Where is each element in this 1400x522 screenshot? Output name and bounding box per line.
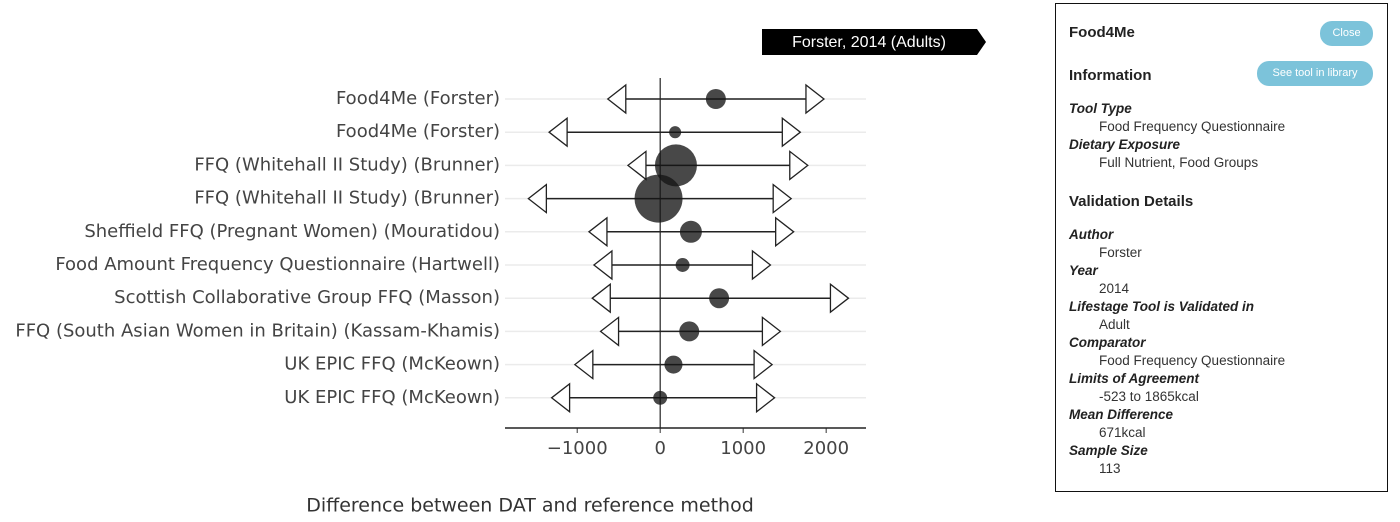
- section-heading: Information: [1069, 67, 1152, 84]
- lower-limit: [591, 282, 611, 314]
- field-label: Dietary Exposure: [1069, 137, 1181, 152]
- mean-bubble: [653, 390, 668, 405]
- tooltip-text: Forster, 2014 (Adults): [792, 34, 946, 51]
- lower-limit: [592, 249, 613, 281]
- field-label: Lifestage Tool is Validated in: [1069, 299, 1255, 314]
- field-label: Mean Difference: [1069, 407, 1174, 422]
- upper-limit: [789, 150, 809, 181]
- x-tick-label: 1000: [720, 438, 766, 459]
- field-value: Food Frequency Questionnaire: [1099, 119, 1286, 134]
- lower-limit: [626, 150, 647, 181]
- category-label: FFQ (South Asian Women in Britain) (Kass…: [15, 320, 500, 341]
- field-value: 113: [1099, 461, 1121, 476]
- upper-limit: [755, 382, 776, 414]
- category-label: FFQ (Whitehall II Study) (Brunner): [194, 154, 500, 175]
- category-label: Food4Me (Forster): [336, 88, 500, 109]
- upper-limit: [775, 216, 795, 248]
- mean-bubble: [634, 174, 683, 223]
- category-label: Food4Me (Forster): [336, 121, 500, 142]
- close-button[interactable]: Close: [1320, 21, 1373, 46]
- mean-bubble: [675, 258, 690, 272]
- x-tick-label: 2000: [803, 438, 849, 459]
- mean-bubble: [705, 89, 726, 109]
- field-value: 671kcal: [1099, 425, 1146, 440]
- tooltip-box: [762, 29, 986, 55]
- field-value: -523 to 1865kcal: [1099, 389, 1199, 404]
- mean-bubble: [679, 220, 702, 243]
- panel-title: Food4Me: [1069, 24, 1135, 41]
- x-axis-title: Difference between DAT and reference met…: [306, 495, 754, 517]
- category-label: Food Amount Frequency Questionnaire (Har…: [55, 254, 500, 275]
- upper-limit: [781, 116, 802, 148]
- upper-limit: [829, 282, 850, 314]
- lower-limit: [573, 349, 594, 380]
- lower-limit: [606, 83, 627, 115]
- detail-panel: Food4Me Close See tool in library Informati…: [1055, 3, 1388, 492]
- field-value: 2014: [1099, 281, 1130, 296]
- lower-limit: [587, 216, 608, 248]
- field-label: Sample Size: [1069, 443, 1148, 458]
- mean-bubble: [669, 126, 682, 139]
- category-label: FFQ (Whitehall II Study) (Brunner): [194, 188, 500, 209]
- field-value: Adult: [1099, 317, 1130, 332]
- upper-limit: [753, 349, 774, 380]
- category-label: Sheffield FFQ (Pregnant Women) (Mouratid…: [84, 221, 500, 242]
- field-label: Comparator: [1069, 335, 1146, 350]
- field-value: Food Frequency Questionnaire: [1099, 353, 1286, 368]
- mean-bubble: [679, 321, 700, 342]
- field-label: Author: [1069, 227, 1114, 242]
- section-heading: Validation Details: [1069, 193, 1194, 210]
- category-label: UK EPIC FFQ (McKeown): [284, 387, 500, 408]
- field-label: Limits of Agreement: [1069, 371, 1200, 386]
- category-label: Scottish Collaborative Group FFQ (Masson…: [114, 287, 500, 308]
- x-tick-label: 0: [654, 438, 665, 459]
- lower-limit: [548, 116, 568, 148]
- lower-limit: [527, 183, 548, 214]
- lower-limit: [550, 382, 571, 414]
- field-label: Tool Type: [1069, 101, 1132, 116]
- lower-limit: [599, 316, 620, 347]
- category-label: UK EPIC FFQ (McKeown): [284, 354, 500, 375]
- upper-limit: [761, 316, 782, 347]
- field-label: Year: [1069, 263, 1098, 278]
- upper-limit: [772, 183, 793, 214]
- upper-limit: [751, 249, 772, 281]
- library-button[interactable]: See tool in library: [1257, 61, 1373, 86]
- upper-limit: [805, 83, 826, 115]
- chart: −1000 0 1000 2000 Difference between DAT and…: [15, 29, 986, 517]
- mean-bubble: [709, 288, 730, 309]
- x-tick-label: −1000: [547, 438, 608, 459]
- field-value: Forster: [1099, 245, 1142, 260]
- field-value: Full Nutrient, Food Groups: [1099, 155, 1259, 170]
- mean-bubble: [664, 355, 683, 374]
